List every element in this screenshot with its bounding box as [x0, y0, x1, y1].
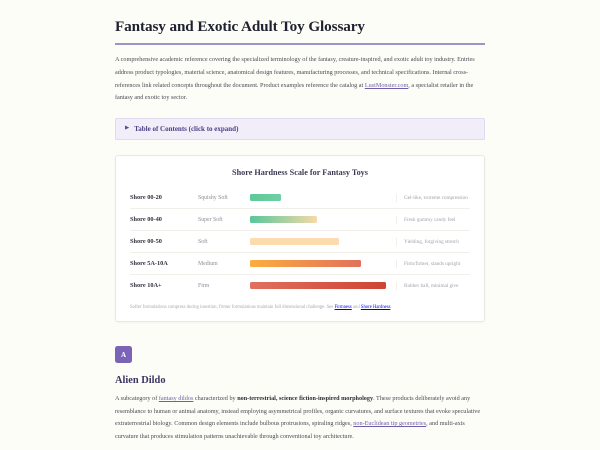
shore-grade-label: Shore 5A-10A [130, 260, 168, 268]
hardness-bar [250, 194, 281, 202]
hardness-name-label: Medium [198, 260, 218, 267]
text-run: Softer formulations compress during inse… [130, 305, 335, 311]
table-of-contents-label: Table of Contents (click to expand) [134, 125, 239, 134]
entry-body: A subcategory of fantasy dildos characte… [115, 393, 485, 444]
hardness-name-label: Firm [198, 282, 210, 289]
shore-grade-label: Shore 00-20 [130, 194, 162, 202]
entry-title: Alien Dildo [115, 375, 166, 387]
inline-link[interactable]: fantasy dildos [158, 395, 194, 403]
hardness-name-label: Super Soft [198, 216, 223, 223]
hardness-bar [250, 260, 362, 268]
shore-hardness-card: Shore Hardness Scale for Fantasy Toys Sh… [115, 155, 485, 322]
shore-grade-label: Shore 00-50 [130, 238, 162, 246]
table-row: Shore 5A-10A Medium Firm/firmer, stands up… [130, 253, 470, 276]
intro-paragraph: A comprehensive academic reference cover… [115, 54, 485, 105]
document-page: Fantasy and Exotic Adult Toy Glossary A … [115, 0, 485, 444]
title-divider [115, 43, 485, 46]
inline-link[interactable]: Firmness [334, 305, 352, 311]
emphasis-text: non-terrestrial, science fiction-inspire… [237, 395, 374, 403]
text-run: . [390, 305, 392, 311]
bar-cell [250, 238, 396, 246]
hardness-description: Fresh gummy candy feel [396, 215, 470, 224]
triangle-right-icon: ▶ [125, 125, 130, 132]
inline-link[interactable]: non-Euclidean tip geometries [353, 420, 427, 428]
table-row: Shore 10A+ Firm Rubber ball, minimal give [130, 275, 470, 296]
shore-hardness-rows: Shore 00-20 Squishy Soft Gel-like, extreme… [130, 187, 470, 296]
hardness-bar [250, 216, 317, 224]
shore-grade-label: Shore 00-40 [130, 216, 162, 224]
text-run: A subcategory of [115, 395, 159, 403]
text-run: characterized by [193, 395, 238, 403]
chart-footnote: Softer formulations compress during inse… [130, 303, 470, 312]
text-run: , a specialist retailer in the fantasy a… [115, 81, 474, 102]
table-of-contents-toggle[interactable]: ▶ Table of Contents (click to expand) [115, 118, 485, 141]
bar-cell [250, 260, 396, 268]
hardness-description: Yielding, forgiving stretch [396, 237, 470, 246]
table-row: Shore 00-20 Squishy Soft Gel-like, extreme… [130, 187, 470, 210]
inline-link[interactable]: Shore Hardness [360, 305, 391, 311]
hardness-bar [250, 282, 387, 290]
bar-cell [250, 216, 396, 224]
bar-cell [250, 194, 396, 202]
text-run: , and multi-axis curvature that produces… [115, 420, 465, 441]
page-title: Fantasy and Exotic Adult Toy Glossary [115, 18, 365, 35]
inline-link[interactable]: LustMonster.com [364, 81, 409, 89]
text-run: . These products deliberately avoid any … [115, 395, 481, 428]
hardness-bar [250, 238, 339, 246]
hardness-name-label: Soft [198, 238, 208, 245]
bar-cell [250, 282, 396, 290]
table-row: Shore 00-40 Super Soft Fresh gummy candy f… [130, 209, 470, 232]
letter-section-badge: A [115, 346, 132, 364]
shore-grade-label: Shore 10A+ [130, 282, 162, 290]
text-run: and [351, 305, 361, 311]
hardness-description: Rubber ball, minimal give [396, 281, 470, 290]
hardness-description: Firm/firmer, stands upright [396, 259, 470, 268]
hardness-description: Gel-like, extreme compression [396, 193, 470, 202]
chart-title: Shore Hardness Scale for Fantasy Toys [232, 168, 368, 178]
text-run: A comprehensive academic reference cover… [115, 56, 475, 89]
hardness-name-label: Squishy Soft [198, 194, 228, 201]
table-row: Shore 00-50 Soft Yielding, forgiving stret… [130, 231, 470, 254]
